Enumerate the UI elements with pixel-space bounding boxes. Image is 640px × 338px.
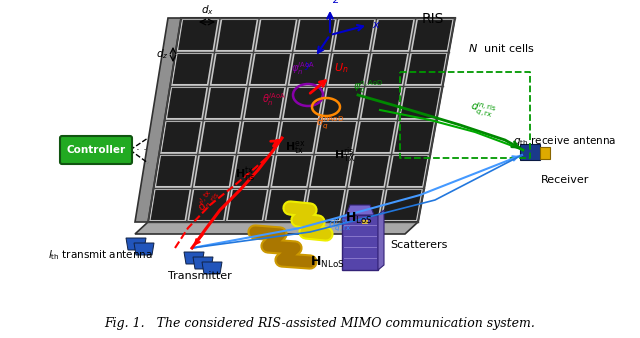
Bar xyxy=(362,220,368,224)
Polygon shape xyxy=(328,54,368,84)
Text: $y$: $y$ xyxy=(304,60,313,72)
Text: $\mathbf{H}_{\mathrm{NLoS}}$: $\mathbf{H}_{\mathrm{NLoS}}$ xyxy=(310,255,344,269)
Polygon shape xyxy=(317,122,356,152)
Polygon shape xyxy=(206,88,245,118)
Polygon shape xyxy=(382,190,422,220)
Polygon shape xyxy=(189,190,228,220)
Text: · · ·: · · · xyxy=(129,145,147,155)
Polygon shape xyxy=(272,156,312,186)
Text: Transmitter: Transmitter xyxy=(168,271,232,281)
Polygon shape xyxy=(266,190,305,220)
Text: $U_n$: $U_n$ xyxy=(334,61,349,75)
Polygon shape xyxy=(195,156,234,186)
Polygon shape xyxy=(284,88,323,118)
Polygon shape xyxy=(256,20,296,50)
Polygon shape xyxy=(289,54,329,84)
Polygon shape xyxy=(251,54,290,84)
Text: $q_{\mathrm{th}}$ receive antenna: $q_{\mathrm{th}}$ receive antenna xyxy=(513,134,616,148)
Polygon shape xyxy=(184,252,204,264)
Text: Receiver: Receiver xyxy=(541,175,589,185)
Polygon shape xyxy=(167,88,206,118)
Polygon shape xyxy=(413,20,452,50)
Text: $\theta_n^{l\mathrm{AoA}}$: $\theta_n^{l\mathrm{AoA}}$ xyxy=(262,92,286,108)
Polygon shape xyxy=(178,20,218,50)
Polygon shape xyxy=(148,18,455,222)
Polygon shape xyxy=(305,190,344,220)
Polygon shape xyxy=(334,20,374,50)
FancyBboxPatch shape xyxy=(540,147,550,159)
FancyBboxPatch shape xyxy=(60,136,132,164)
Polygon shape xyxy=(323,88,362,118)
Polygon shape xyxy=(355,122,395,152)
Text: $\mathbf{H}_{\mathrm{tx}}^{\mathrm{ex}}$: $\mathbf{H}_{\mathrm{tx}}^{\mathrm{ex}}$ xyxy=(285,140,305,156)
Polygon shape xyxy=(349,156,389,186)
Text: $d_{q,\mathrm{rx}}^{l,\mathrm{tx}}$: $d_{q,\mathrm{rx}}^{l,\mathrm{tx}}$ xyxy=(328,216,352,234)
Polygon shape xyxy=(202,262,222,274)
Text: $N$  unit cells: $N$ unit cells xyxy=(468,42,535,54)
Text: $d_z$: $d_z$ xyxy=(156,47,169,61)
Text: $\mathbf{H}_{\mathrm{ris}}^{\mathrm{tx}}$: $\mathbf{H}_{\mathrm{ris}}^{\mathrm{tx}}… xyxy=(235,166,255,184)
Polygon shape xyxy=(344,190,383,220)
Text: $z$: $z$ xyxy=(332,0,340,5)
Polygon shape xyxy=(234,156,273,186)
Polygon shape xyxy=(346,205,374,215)
Polygon shape xyxy=(193,257,213,269)
Text: Fig. 1.   The considered RIS-assisted MIMO communication system.: Fig. 1. The considered RIS-assisted MIMO… xyxy=(104,317,536,330)
Polygon shape xyxy=(217,20,257,50)
Polygon shape xyxy=(126,238,146,250)
Text: $x$: $x$ xyxy=(372,20,381,30)
Text: $d_{n,\mathrm{ris}}^{l,\mathrm{tx}}$: $d_{n,\mathrm{ris}}^{l,\mathrm{tx}}$ xyxy=(193,184,223,216)
FancyBboxPatch shape xyxy=(520,144,540,160)
Polygon shape xyxy=(374,20,413,50)
Polygon shape xyxy=(394,122,434,152)
Polygon shape xyxy=(135,222,418,234)
Polygon shape xyxy=(150,190,189,220)
Text: $d_{q,\mathrm{rx}}^{n,\mathrm{ris}}$: $d_{q,\mathrm{rx}}^{n,\mathrm{ris}}$ xyxy=(468,98,498,122)
Polygon shape xyxy=(173,54,212,84)
Text: Controller: Controller xyxy=(67,145,125,155)
Polygon shape xyxy=(278,122,317,152)
Polygon shape xyxy=(135,18,181,222)
Text: Scatterers: Scatterers xyxy=(390,240,447,250)
Polygon shape xyxy=(162,122,201,152)
Text: $\varphi_q^{n,\mathrm{AoD}}$: $\varphi_q^{n,\mathrm{AoD}}$ xyxy=(353,78,383,96)
Polygon shape xyxy=(200,122,239,152)
Polygon shape xyxy=(228,190,267,220)
Text: $\theta_q^{n\mathrm{AoD}}$: $\theta_q^{n\mathrm{AoD}}$ xyxy=(316,115,344,132)
Polygon shape xyxy=(401,88,440,118)
Polygon shape xyxy=(295,20,335,50)
Text: $l_{\mathrm{th}}$ transmit antenna: $l_{\mathrm{th}}$ transmit antenna xyxy=(47,248,152,262)
Text: RIS: RIS xyxy=(422,12,444,26)
Text: $\mathbf{H}_{\mathrm{TX}}^{\mathrm{ris}}$: $\mathbf{H}_{\mathrm{TX}}^{\mathrm{ris}}… xyxy=(334,145,356,165)
Text: $\varphi_n^{l\mathrm{AoA}}$: $\varphi_n^{l\mathrm{AoA}}$ xyxy=(291,60,315,77)
Polygon shape xyxy=(156,156,195,186)
Polygon shape xyxy=(134,243,154,255)
Text: $d_x$: $d_x$ xyxy=(200,3,214,17)
Polygon shape xyxy=(378,210,384,270)
Polygon shape xyxy=(362,88,401,118)
Polygon shape xyxy=(342,215,378,270)
Polygon shape xyxy=(311,156,350,186)
Polygon shape xyxy=(388,156,428,186)
Polygon shape xyxy=(367,54,407,84)
Polygon shape xyxy=(245,88,284,118)
Polygon shape xyxy=(239,122,278,152)
Polygon shape xyxy=(212,54,251,84)
Polygon shape xyxy=(406,54,446,84)
Text: $\mathbf{H}_{\mathrm{LoS}}$: $\mathbf{H}_{\mathrm{LoS}}$ xyxy=(345,211,373,225)
